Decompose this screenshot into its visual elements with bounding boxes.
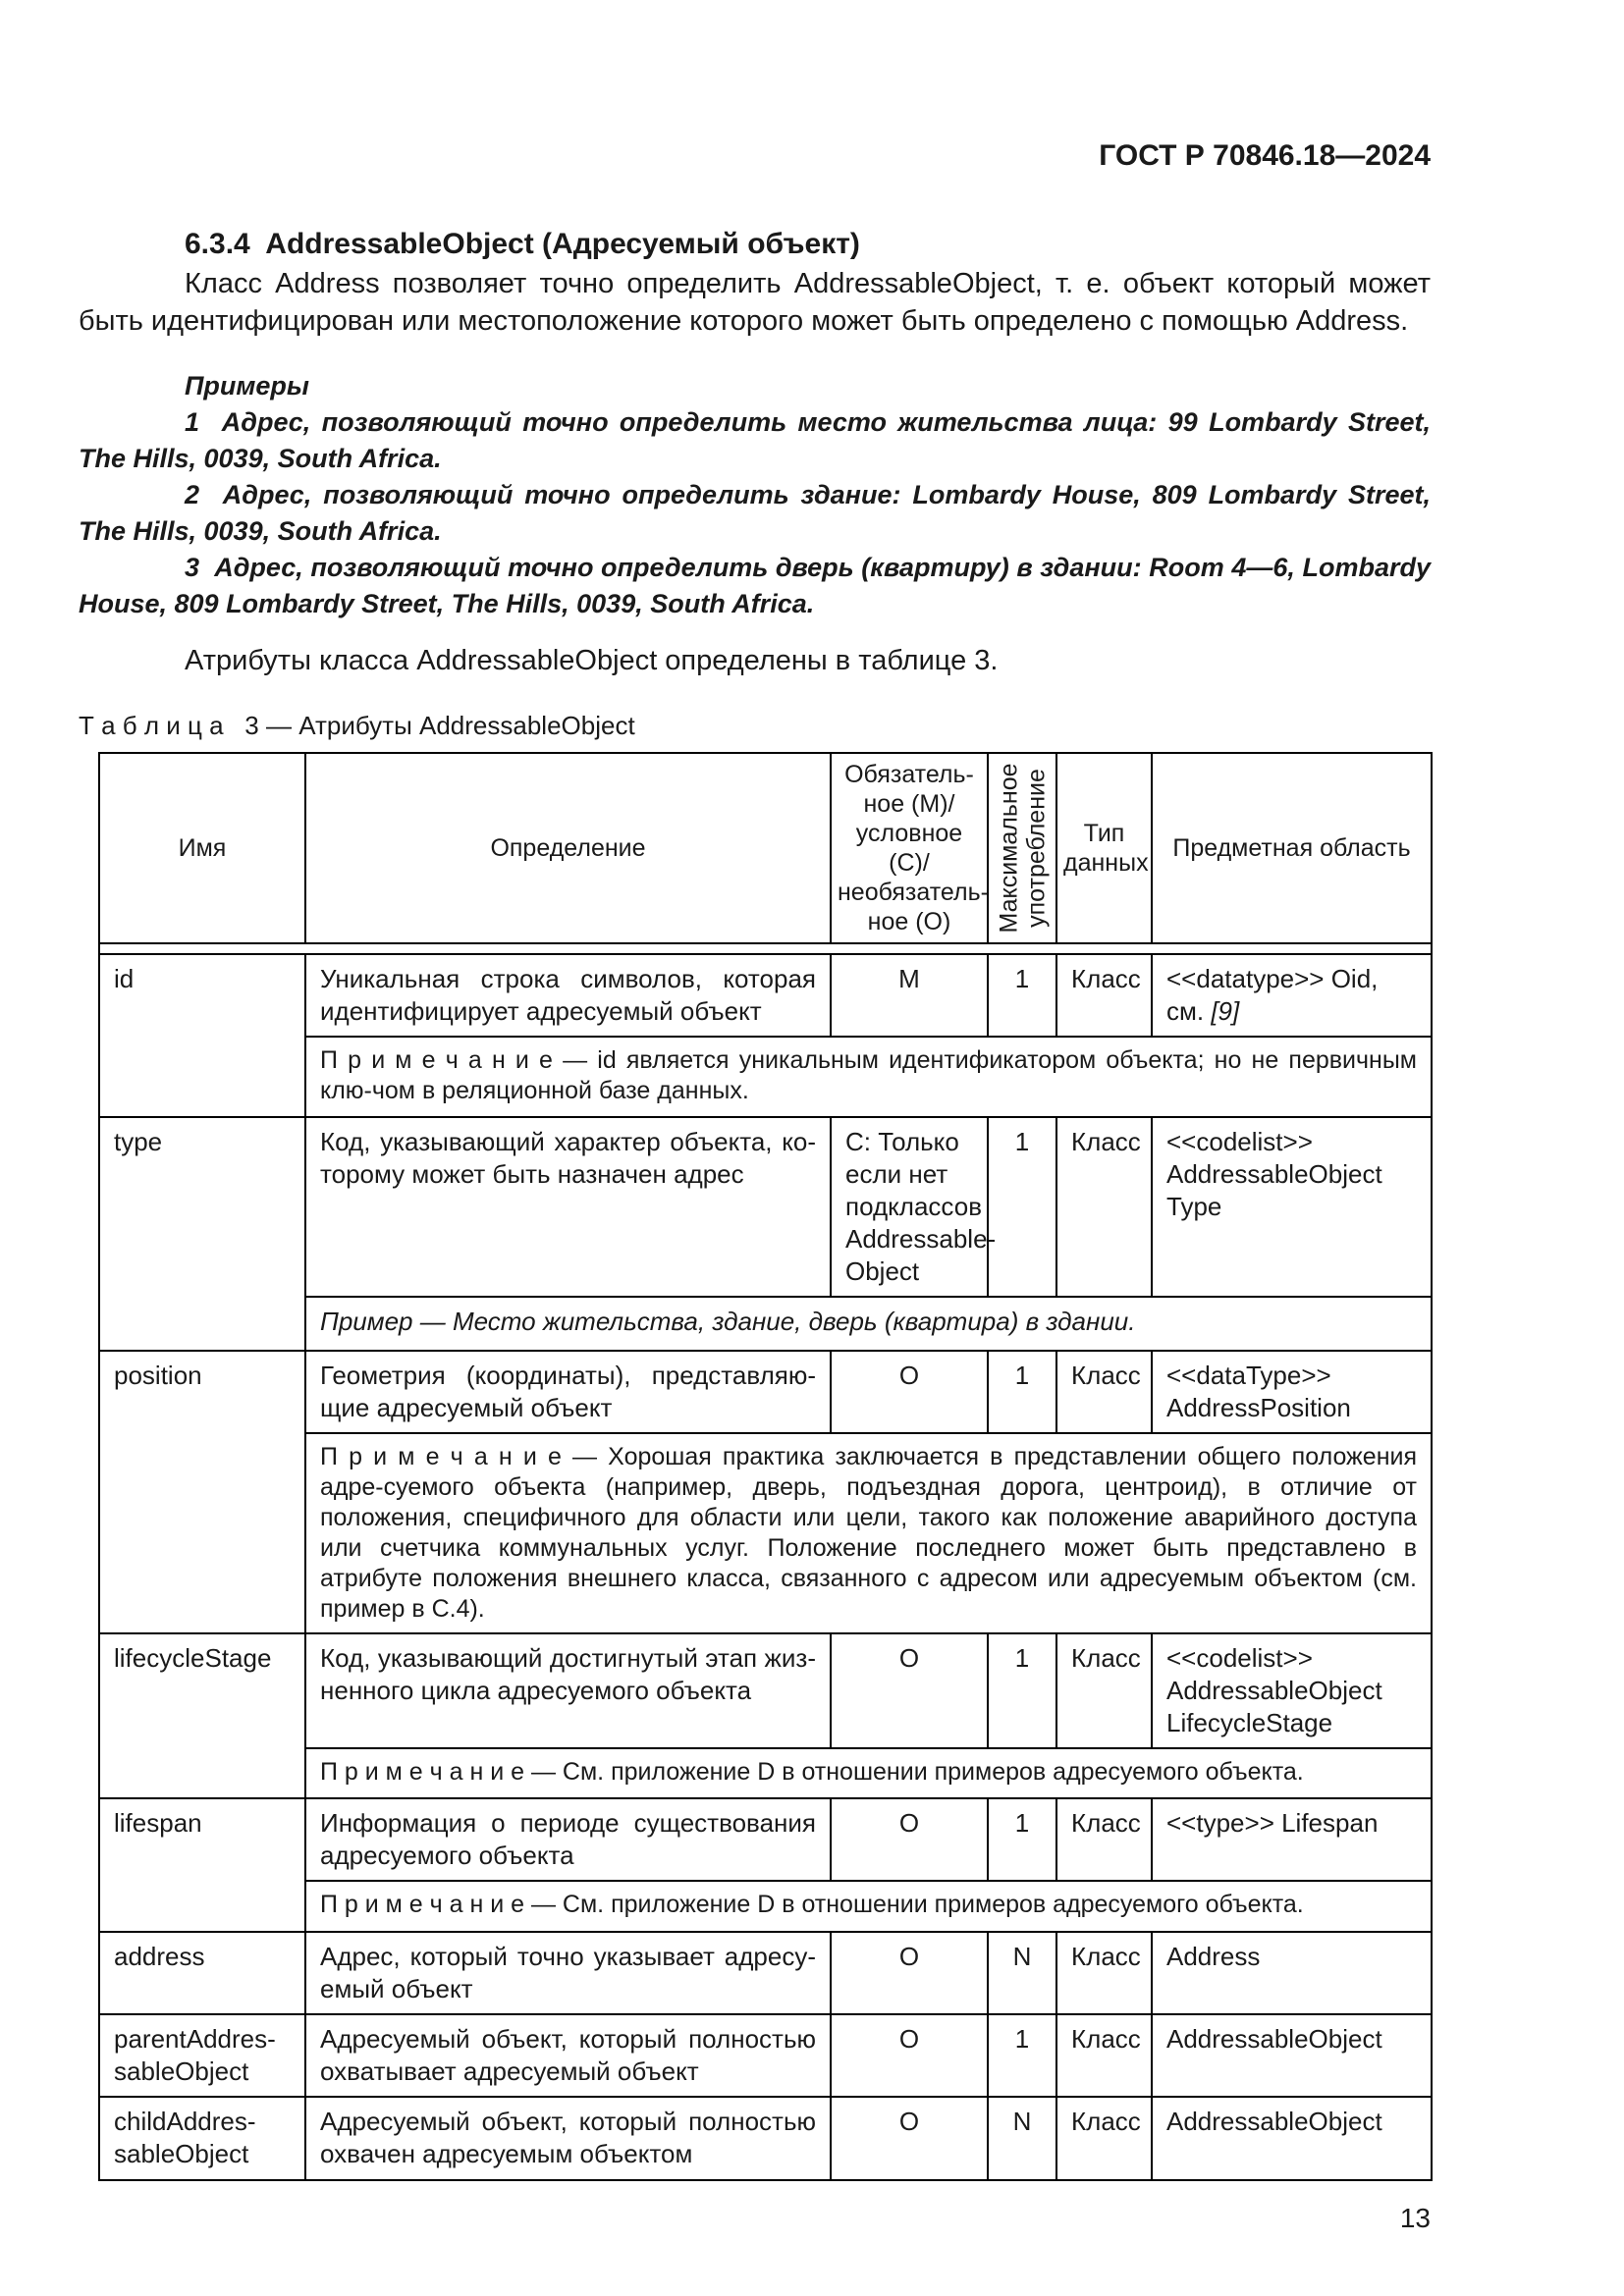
attr-domain-cell: <<codelist>> AddressableObject Lifecycle…: [1151, 1632, 1433, 1749]
attr-definition-cell: Адресуемый объект, который полностью охв…: [304, 2013, 832, 2098]
table-row: id Уникальная строка символов, которая и…: [98, 953, 1433, 1118]
attr-definition-cell: Информация о периоде существования адрес…: [304, 1797, 832, 1882]
attr-domain-cell: Address: [1151, 1931, 1433, 2015]
table-note-row: П р и м е ч а н и е — См. приложение D в…: [99, 1880, 1433, 1933]
attr-data-type-cell: Класс: [1056, 1350, 1153, 1434]
page-number: 13: [1399, 2203, 1431, 2233]
examples-block: Примеры 1 Адрес, позволяющий точно опред…: [79, 368, 1431, 622]
attr-max-usage-cell: 1: [987, 1116, 1057, 1298]
attr-domain-cell: AddressableObject: [1151, 2013, 1433, 2098]
attr-max-usage-cell: 1: [987, 1632, 1057, 1749]
attr-name-cell: address: [98, 1931, 306, 2015]
table-note-row: П р и м е ч а н и е — id является уникал…: [99, 1036, 1433, 1118]
attr-requirement-cell: O: [830, 1931, 989, 2015]
table-intro-paragraph: Атрибуты класса AddressableObject опреде…: [185, 645, 999, 676]
attr-definition-cell: Геометрия (координаты), представляю-щие …: [304, 1350, 832, 1434]
attr-requirement-cell: O: [830, 1632, 989, 1749]
attr-name-cell: lifecycleStage: [98, 1632, 306, 1799]
header-double-rule-gap: [98, 942, 1433, 955]
attr-max-usage-cell: 1: [987, 2013, 1057, 2098]
attr-data-type-cell: Класс: [1056, 1116, 1153, 1298]
attr-domain-cell: <<datatype>> Oid, см. [9]: [1151, 953, 1433, 1038]
attr-definition-cell: Адресуемый объект, который полностью охв…: [304, 2096, 832, 2181]
attr-data-type-cell: Класс: [1056, 1632, 1153, 1749]
attr-requirement-cell: O: [830, 1797, 989, 1882]
attr-data-type-cell: Класс: [1056, 1931, 1153, 2015]
attr-data-type-cell: Класс: [1056, 953, 1153, 1038]
column-header-max-usage: Максимальное употребление: [987, 752, 1057, 944]
attr-requirement-cell: M: [830, 953, 989, 1038]
attr-example-cell: Пример — Место жительства, здание, дверь…: [304, 1296, 1433, 1352]
example-item: 2 Адрес, позволяющий точно определить зд…: [79, 480, 1438, 546]
attr-max-usage-cell: 1: [987, 1350, 1057, 1434]
example-item: 1 Адрес, позволяющий точно определить ме…: [79, 407, 1438, 473]
attr-name-cell: id: [98, 953, 306, 1118]
attr-domain-cell: <<dataType>> AddressPosition: [1151, 1350, 1433, 1434]
table-example-row: Пример — Место жительства, здание, дверь…: [99, 1296, 1433, 1352]
attr-requirement-cell: O: [830, 2013, 989, 2098]
intro-paragraph: Класс Address позволяет точно определить…: [79, 268, 1431, 337]
table-note-row: П р и м е ч а н и е — Хорошая практика з…: [99, 1432, 1433, 1634]
attr-data-type-cell: Класс: [1056, 2013, 1153, 2098]
column-header-requirement: Обязатель- ное (M)/ условное (C)/ необяз…: [830, 752, 989, 944]
attr-definition-cell: Код, указывающий характер объекта, ко-то…: [304, 1116, 832, 1298]
table-note-row: П р и м е ч а н и е — См. приложение D в…: [99, 1747, 1433, 1799]
attr-note-cell: П р и м е ч а н и е — id является уникал…: [304, 1036, 1433, 1118]
attr-note-cell: П р и м е ч а н и е — См. приложение D в…: [304, 1880, 1433, 1933]
attr-note-cell: П р и м е ч а н и е — Хорошая практика з…: [304, 1432, 1433, 1634]
attributes-table: Имя Определение Обязатель- ное (M)/ усло…: [98, 752, 1433, 2181]
attr-max-usage-cell: 1: [987, 1797, 1057, 1882]
attr-name-cell: parentAddres- sableObject: [98, 2013, 306, 2098]
attr-name-cell: childAddres- sableObject: [98, 2096, 306, 2181]
attr-name-cell: position: [98, 1350, 306, 1634]
attr-name-cell: type: [98, 1116, 306, 1352]
table-header: Имя Определение Обязатель- ное (M)/ усло…: [98, 752, 1433, 944]
table-row: lifespan Информация о периоде существова…: [98, 1797, 1433, 1933]
attr-requirement-cell: O: [830, 1350, 989, 1434]
attr-max-usage-cell: N: [987, 1931, 1057, 2015]
table-row: parentAddres- sableObject Адресуемый объ…: [98, 2013, 1433, 2098]
table-row: childAddres- sableObject Адресуемый объе…: [98, 2096, 1433, 2181]
table-row: position Геометрия (координаты), предста…: [98, 1350, 1433, 1634]
attr-domain-cell: <<codelist>> AddressableObject Type: [1151, 1116, 1433, 1298]
attr-name-cell: lifespan: [98, 1797, 306, 1933]
table-caption: Т а б л и ц а 3 — Атрибуты AddressableOb…: [79, 711, 635, 740]
attr-data-type-cell: Класс: [1056, 2096, 1153, 2181]
attr-max-usage-cell: N: [987, 2096, 1057, 2181]
example-item: 3 Адрес, позволяющий точно определить дв…: [79, 553, 1438, 618]
column-header-data-type: Тип данных: [1056, 752, 1153, 944]
examples-label: Примеры: [185, 371, 309, 400]
table-row: lifecycleStage Код, указывающий достигну…: [98, 1632, 1433, 1799]
attr-note-cell: П р и м е ч а н и е — См. приложение D в…: [304, 1747, 1433, 1799]
attr-requirement-cell: C: Только если нет подклассов Addressabl…: [830, 1116, 996, 1298]
section-heading: 6.3.4 AddressableObject (Адресуемый объе…: [185, 228, 860, 260]
attr-max-usage-cell: 1: [987, 953, 1057, 1038]
attr-definition-cell: Уникальная строка символов, которая иден…: [304, 953, 832, 1038]
attr-requirement-cell: O: [830, 2096, 989, 2181]
page-content: ГОСТ Р 70846.18—2024 6.3.4 AddressableOb…: [79, 139, 1433, 2234]
table-row: type Код, указывающий характер объекта, …: [98, 1116, 1433, 1352]
attr-definition-cell: Адрес, который точно указывает адресу-ем…: [304, 1931, 832, 2015]
attr-definition-cell: Код, указывающий достигнутый этап жиз-не…: [304, 1632, 832, 1749]
column-header-definition: Определение: [304, 752, 832, 944]
attr-domain-cell: <<type>> Lifespan: [1151, 1797, 1433, 1882]
attr-domain-cell: AddressableObject: [1151, 2096, 1433, 2181]
column-header-domain: Предметная область: [1151, 752, 1433, 944]
table-row: address Адрес, который точно указывает а…: [98, 1931, 1433, 2015]
attr-data-type-cell: Класс: [1056, 1797, 1153, 1882]
column-header-name: Имя: [98, 752, 306, 944]
running-header: ГОСТ Р 70846.18—2024: [1099, 139, 1431, 172]
rotated-text-box: Максимальное употребление: [995, 763, 1051, 934]
